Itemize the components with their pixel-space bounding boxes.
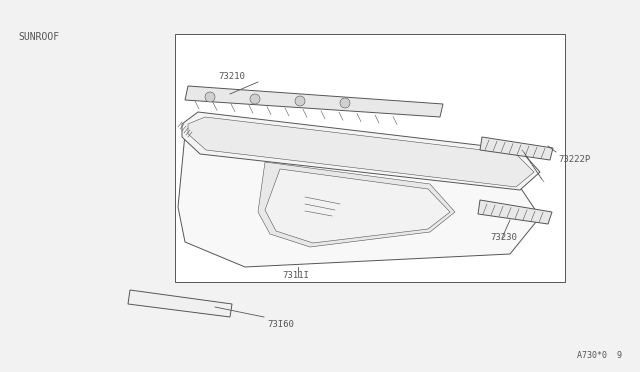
Text: SUNROOF: SUNROOF — [18, 32, 59, 42]
Polygon shape — [178, 134, 540, 267]
Text: 73222P: 73222P — [558, 155, 590, 164]
Polygon shape — [478, 200, 552, 224]
Circle shape — [205, 92, 215, 102]
Text: 73I60: 73I60 — [267, 320, 294, 329]
Text: 73230: 73230 — [490, 233, 517, 242]
Polygon shape — [182, 112, 540, 190]
Polygon shape — [128, 290, 232, 317]
Circle shape — [295, 96, 305, 106]
Text: 7311I: 7311I — [282, 271, 309, 280]
Bar — [175, 34, 565, 282]
Text: A730*0  9: A730*0 9 — [577, 351, 622, 360]
Polygon shape — [188, 117, 534, 187]
Polygon shape — [258, 162, 455, 247]
Polygon shape — [265, 169, 450, 243]
Circle shape — [340, 98, 350, 108]
Text: 73210: 73210 — [218, 72, 245, 81]
Circle shape — [250, 94, 260, 104]
Polygon shape — [185, 86, 443, 117]
Polygon shape — [480, 137, 553, 160]
